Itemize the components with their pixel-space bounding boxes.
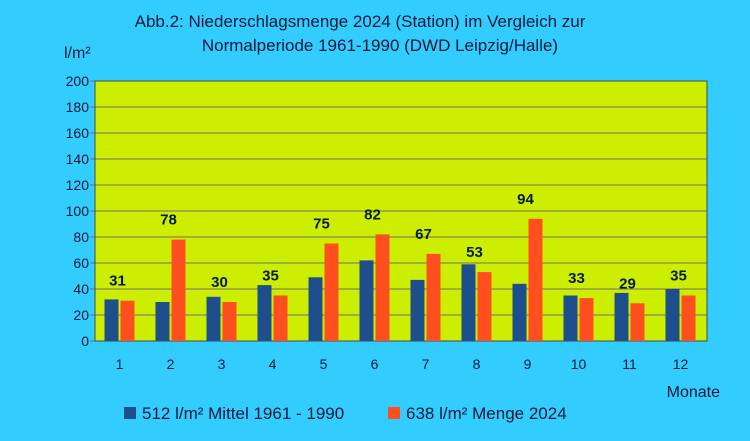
- bar-series-2-month-9: [528, 218, 543, 341]
- x-tick-label: 7: [422, 356, 430, 372]
- bar-series-2-month-4: [273, 295, 288, 341]
- data-label-month-1: 31: [109, 273, 126, 290]
- bar-series-2-month-6: [375, 234, 390, 341]
- data-label-month-10: 33: [568, 270, 585, 287]
- y-tick-label: 80: [73, 229, 89, 245]
- data-label-month-3: 30: [211, 274, 228, 291]
- y-tick-label: 100: [66, 203, 90, 219]
- x-tick-label: 4: [269, 356, 277, 372]
- data-label-month-11: 29: [619, 275, 636, 292]
- data-label-month-5: 75: [313, 216, 330, 233]
- bar-series-1-month-11: [614, 292, 629, 341]
- x-tick-label: 10: [571, 356, 587, 372]
- x-tick-label: 2: [167, 356, 175, 372]
- legend-label-1: 512 l/m² Mittel 1961 - 1990: [142, 404, 344, 423]
- plot-border: [94, 80, 708, 342]
- bar-series-1-month-3: [206, 296, 221, 341]
- x-tick-label: 6: [371, 356, 379, 372]
- bar-series-2-month-7: [426, 253, 441, 341]
- bar-series-1-month-6: [359, 260, 374, 341]
- legend-label-2: 638 l/m² Menge 2024: [406, 404, 567, 423]
- bar-series-1-month-12: [665, 289, 680, 341]
- data-label-month-6: 82: [364, 206, 381, 223]
- x-tick-label: 5: [320, 356, 328, 372]
- x-tick-label: 9: [524, 356, 532, 372]
- bar-series-1-month-10: [563, 295, 578, 341]
- bar-series-2-month-1: [120, 300, 135, 341]
- y-tick-label: 20: [73, 307, 89, 323]
- data-label-month-12: 35: [670, 268, 687, 285]
- x-tick-label: 1: [116, 356, 124, 372]
- data-label-month-2: 78: [160, 212, 177, 229]
- chart-title-line-1: Abb.2: Niederschlagsmenge 2024 (Station)…: [135, 12, 586, 31]
- y-tick-label: 0: [81, 333, 89, 349]
- bar-series-2-month-11: [630, 303, 645, 341]
- x-tick-label: 3: [218, 356, 226, 372]
- bar-series-2-month-10: [579, 298, 594, 341]
- y-tick-label: 180: [66, 99, 90, 115]
- bar-series-2-month-3: [222, 302, 237, 341]
- legend-swatch-2: [388, 407, 400, 419]
- y-tick-label: 120: [66, 177, 90, 193]
- x-tick-label: 8: [473, 356, 481, 372]
- y-tick-label: 140: [66, 151, 90, 167]
- bar-series-1-month-5: [308, 277, 323, 341]
- y-tick-label: 40: [73, 281, 89, 297]
- data-label-month-8: 53: [466, 244, 483, 261]
- bar-series-1-month-7: [410, 279, 425, 341]
- bar-series-2-month-2: [171, 239, 186, 341]
- bar-series-1-month-9: [512, 283, 527, 341]
- data-label-month-7: 67: [415, 226, 432, 243]
- legend-swatch-1: [124, 407, 136, 419]
- x-tick-label: 11: [622, 356, 637, 372]
- chart-legend: 512 l/m² Mittel 1961 - 1990 638 l/m² Meng…: [124, 404, 567, 423]
- y-tick-label: 60: [73, 255, 89, 271]
- x-axis-label: Monate: [667, 384, 720, 401]
- y-axis-label: l/m²: [64, 45, 91, 62]
- plot-area: 0204060801001201401601802001312783304355…: [66, 73, 708, 372]
- y-tick-label: 160: [66, 125, 90, 141]
- x-tick-label: 12: [673, 356, 689, 372]
- bar-series-2-month-12: [681, 295, 696, 341]
- chart-title-line-2: Normalperiode 1961-1990 (DWD Leipzig/Hal…: [202, 36, 558, 55]
- y-tick-label: 200: [66, 73, 90, 89]
- data-label-month-9: 94: [517, 191, 534, 208]
- bar-series-2-month-8: [477, 272, 492, 341]
- bar-series-1-month-4: [257, 285, 272, 341]
- bar-series-2-month-5: [324, 243, 339, 341]
- bar-series-1-month-2: [155, 302, 170, 341]
- bar-series-1-month-1: [104, 299, 119, 341]
- data-label-month-4: 35: [262, 268, 279, 285]
- bar-series-1-month-8: [461, 264, 476, 341]
